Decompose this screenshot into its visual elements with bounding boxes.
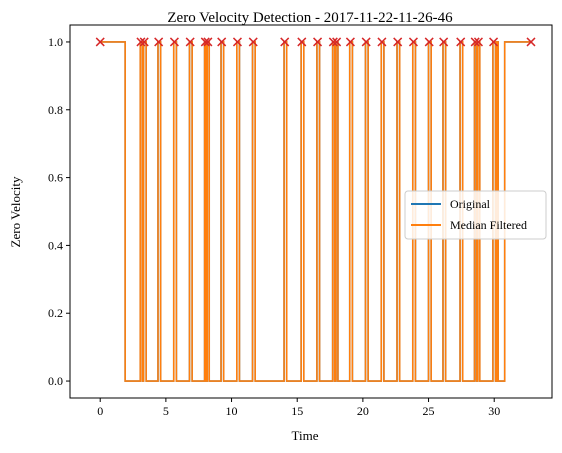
- y-tick-label: 1.0: [48, 35, 63, 49]
- chart-title: Zero Velocity Detection - 2017-11-22-11-…: [167, 10, 453, 26]
- legend: Original Median Filtered: [405, 191, 546, 239]
- x-tick-label: 30: [488, 404, 500, 418]
- x-tick-label: 10: [226, 404, 238, 418]
- legend-label-median-filtered: Median Filtered: [450, 218, 527, 232]
- x-tick-label: 0: [97, 404, 103, 418]
- legend-label-original: Original: [450, 197, 491, 211]
- x-tick-label: 5: [163, 404, 169, 418]
- y-axis-label: Zero Velocity: [8, 176, 23, 247]
- y-tick-label: 0.6: [48, 171, 63, 185]
- x-tick-label: 25: [423, 404, 435, 418]
- x-tick-label: 20: [357, 404, 369, 418]
- x-tick-label: 15: [291, 404, 303, 418]
- y-tick-label: 0.2: [48, 306, 63, 320]
- y-tick-label: 0.0: [48, 374, 63, 388]
- x-axis-label: Time: [292, 428, 319, 443]
- y-tick-label: 0.8: [48, 103, 63, 117]
- y-tick-label: 0.4: [48, 238, 63, 252]
